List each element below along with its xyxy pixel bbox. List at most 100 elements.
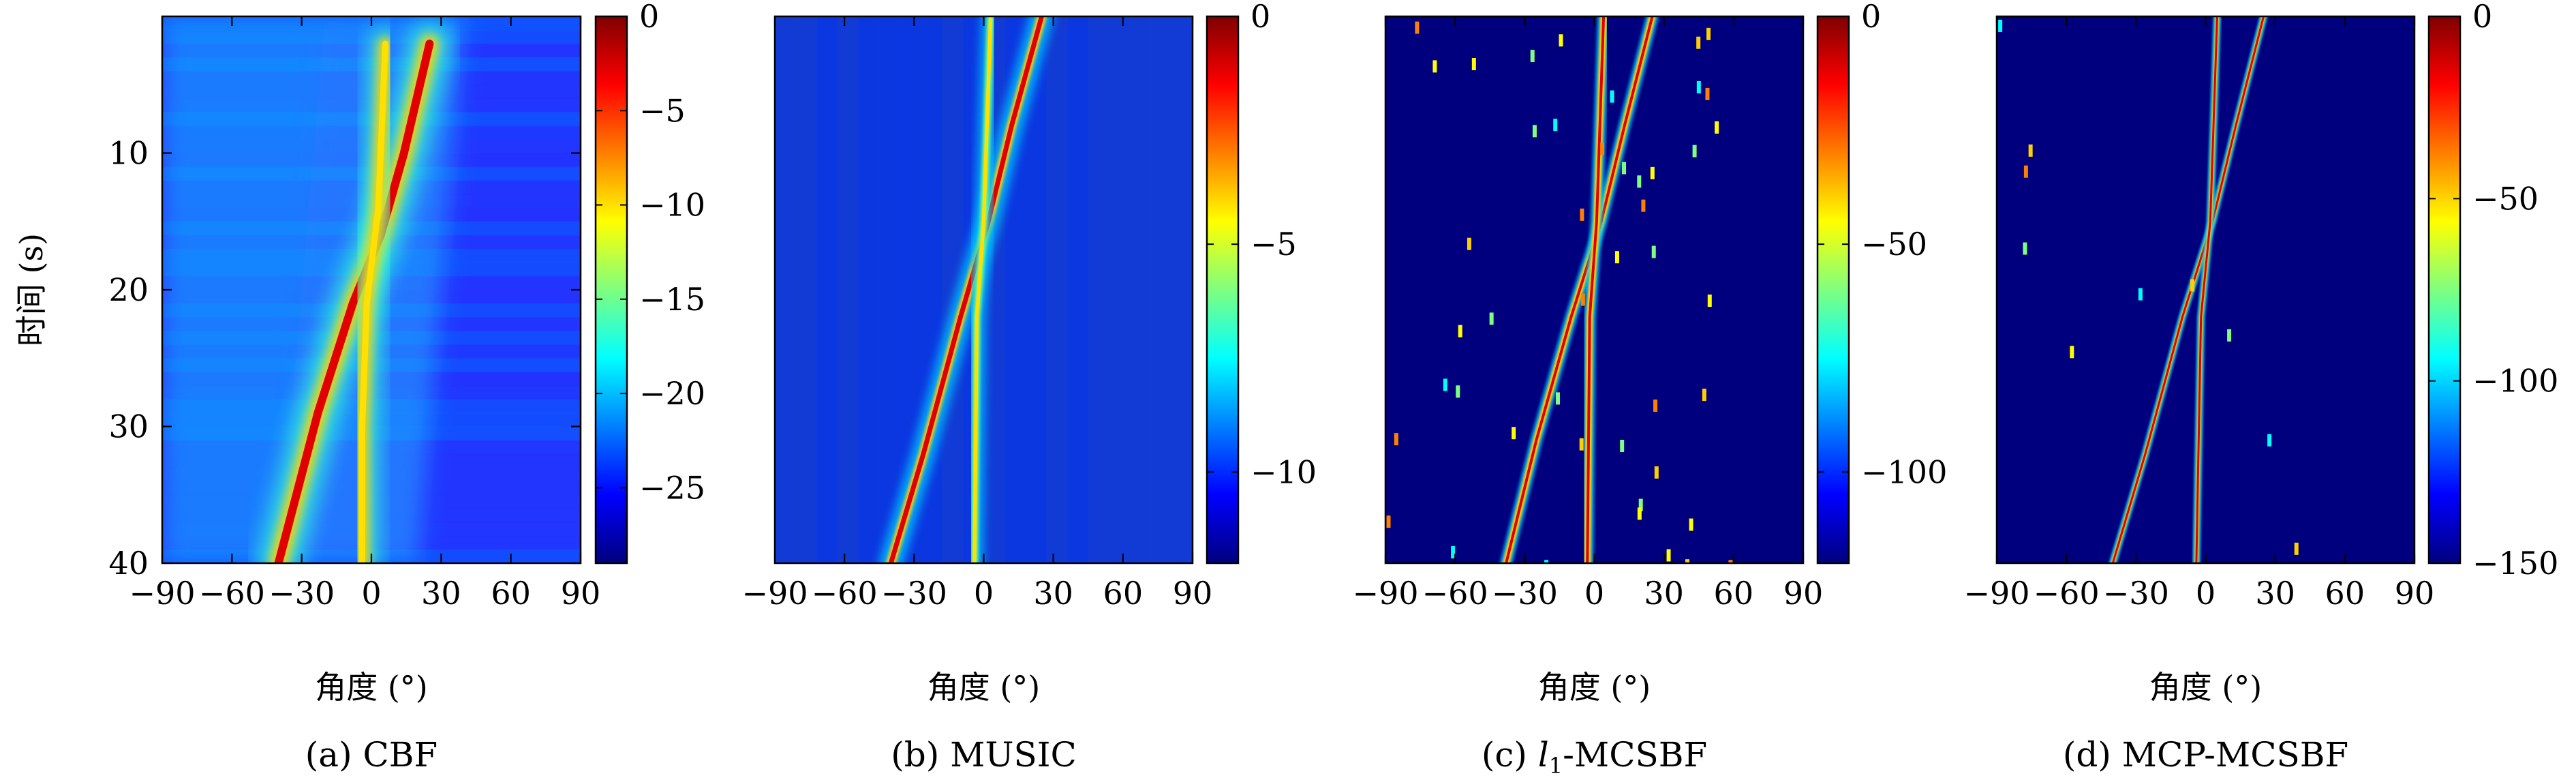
colorbar-tick-label: 0 [1251, 0, 1270, 35]
panel-caption: (b) MUSIC [891, 735, 1077, 775]
x-tick-label: 90 [2395, 575, 2435, 612]
speckle [1689, 518, 1693, 531]
y-tick-label: 20 [108, 271, 149, 308]
noise-column [1130, 16, 1152, 563]
colorbar-tick-label: −25 [639, 469, 705, 506]
x-tick-label: 30 [421, 575, 461, 612]
speckle [2028, 144, 2033, 157]
panel-c: −90 −60 −30 0 30 60 90 角度 (°) (c) l1-MCSBF 0 −50 −1… [1352, 0, 1947, 779]
x-tick-label: 60 [491, 575, 531, 612]
x-tick-label: 0 [361, 575, 381, 612]
speckle [1728, 560, 1733, 563]
speckle [1467, 237, 1471, 250]
colorbar: 0 −50 −100 [1816, 0, 1947, 565]
x-tick-label: −60 [199, 575, 265, 612]
track-2-layer-3 [1586, 16, 1606, 563]
speckle [1512, 427, 1516, 440]
speckle [1696, 36, 1701, 49]
x-tick-label: −30 [1492, 575, 1558, 612]
track-1-layer-3 [2111, 16, 2265, 563]
panel-a: −90 −60 −30 0 30 60 90 10 20 30 40 时间 (s) 角度 (°) (a) … [13, 0, 705, 775]
speckle [1696, 80, 1701, 93]
x-tick-label: −30 [2103, 575, 2169, 612]
speckle [1600, 142, 1605, 155]
speckle [1471, 57, 1476, 70]
x-tick-label: 60 [1103, 575, 1144, 612]
speckle [1553, 119, 1558, 132]
speckle [1580, 293, 1585, 306]
speckle [2190, 279, 2195, 292]
speckle [1555, 392, 1560, 405]
speckle [1654, 466, 1659, 479]
panel-caption: (a) CBF [305, 735, 438, 775]
x-tick-label: 0 [2196, 575, 2215, 612]
speckle [1653, 399, 1658, 412]
speckle [1637, 175, 1642, 188]
colorbar-tick-label: −20 [639, 375, 705, 412]
speckle [1692, 145, 1697, 158]
colorbar-tick-label: −100 [2472, 363, 2558, 400]
y-tick-label: 40 [108, 545, 149, 582]
x-tick-label: 90 [1783, 575, 1824, 612]
x-tick-label: −60 [2034, 575, 2100, 612]
speckle [2070, 346, 2074, 359]
speckle [1456, 385, 1460, 398]
x-tick-label: 30 [1644, 575, 1684, 612]
speckle [1622, 162, 1627, 175]
heatmap-area [162, 16, 581, 563]
x-axis-label: 角度 (°) [315, 669, 428, 706]
speckle [1998, 19, 2003, 32]
colorbar-tick-label: −100 [1861, 453, 1947, 490]
noise-column [816, 16, 838, 563]
colorbar-tick-label: −50 [1861, 226, 1927, 262]
colorbar-gradient [1206, 15, 1240, 565]
colorbar-tick-label: −10 [1251, 453, 1317, 490]
speckle [1530, 50, 1535, 63]
noise-column [1088, 16, 1110, 563]
speckle [1394, 433, 1398, 446]
speckle [2227, 329, 2232, 342]
noise-column [1109, 16, 1131, 563]
speckle [1432, 60, 1437, 73]
x-tick-label: −90 [1352, 575, 1418, 612]
track-2-layer-3 [2195, 16, 2218, 563]
speckle [1650, 166, 1655, 179]
speckle [1532, 125, 1537, 138]
noise-column [1150, 16, 1173, 563]
noise-column [1067, 16, 1089, 563]
track-2-layer-3 [358, 40, 388, 563]
speckle [1386, 515, 1391, 528]
speckle [1707, 294, 1712, 307]
speckle [1415, 21, 1420, 34]
y-tick-label: 10 [108, 135, 149, 172]
x-tick-label: 60 [1714, 575, 1754, 612]
colorbar-tick-label: −150 [2472, 545, 2558, 582]
x-tick-label: −60 [812, 575, 878, 612]
x-tick-label: 90 [561, 575, 601, 612]
panel-b: −90 −60 −30 0 30 60 90 角度 (°) (b) MUSIC 0 −5 −10 [741, 0, 1317, 775]
noise-column [879, 16, 901, 563]
colorbar: 0 −5 −10 [1206, 0, 1317, 565]
noise-column [1046, 16, 1069, 563]
x-tick-label: 0 [1584, 575, 1604, 612]
x-tick-label: 0 [974, 575, 994, 612]
speckle [2138, 288, 2143, 301]
speckle [1443, 378, 1447, 391]
speckle [1706, 27, 1711, 40]
colorbar-tick-label: −15 [639, 281, 705, 318]
speckle [1638, 498, 1643, 511]
colorbar-gradient [594, 15, 628, 565]
x-axis-label: 角度 (°) [1538, 669, 1651, 706]
noise-column [795, 16, 818, 563]
colorbar-tick-label: −5 [639, 92, 686, 129]
x-tick-label: −30 [881, 575, 947, 612]
speckle [1702, 389, 1706, 402]
speckle [2267, 434, 2272, 447]
x-tick-label: 30 [2255, 575, 2295, 612]
x-axis-label: 角度 (°) [2149, 669, 2263, 706]
x-tick-label: −90 [1963, 575, 2029, 612]
speckle [2023, 165, 2028, 178]
speckle [1610, 90, 1614, 103]
heatmap-area [775, 16, 1193, 563]
noise-column [1171, 16, 1193, 563]
